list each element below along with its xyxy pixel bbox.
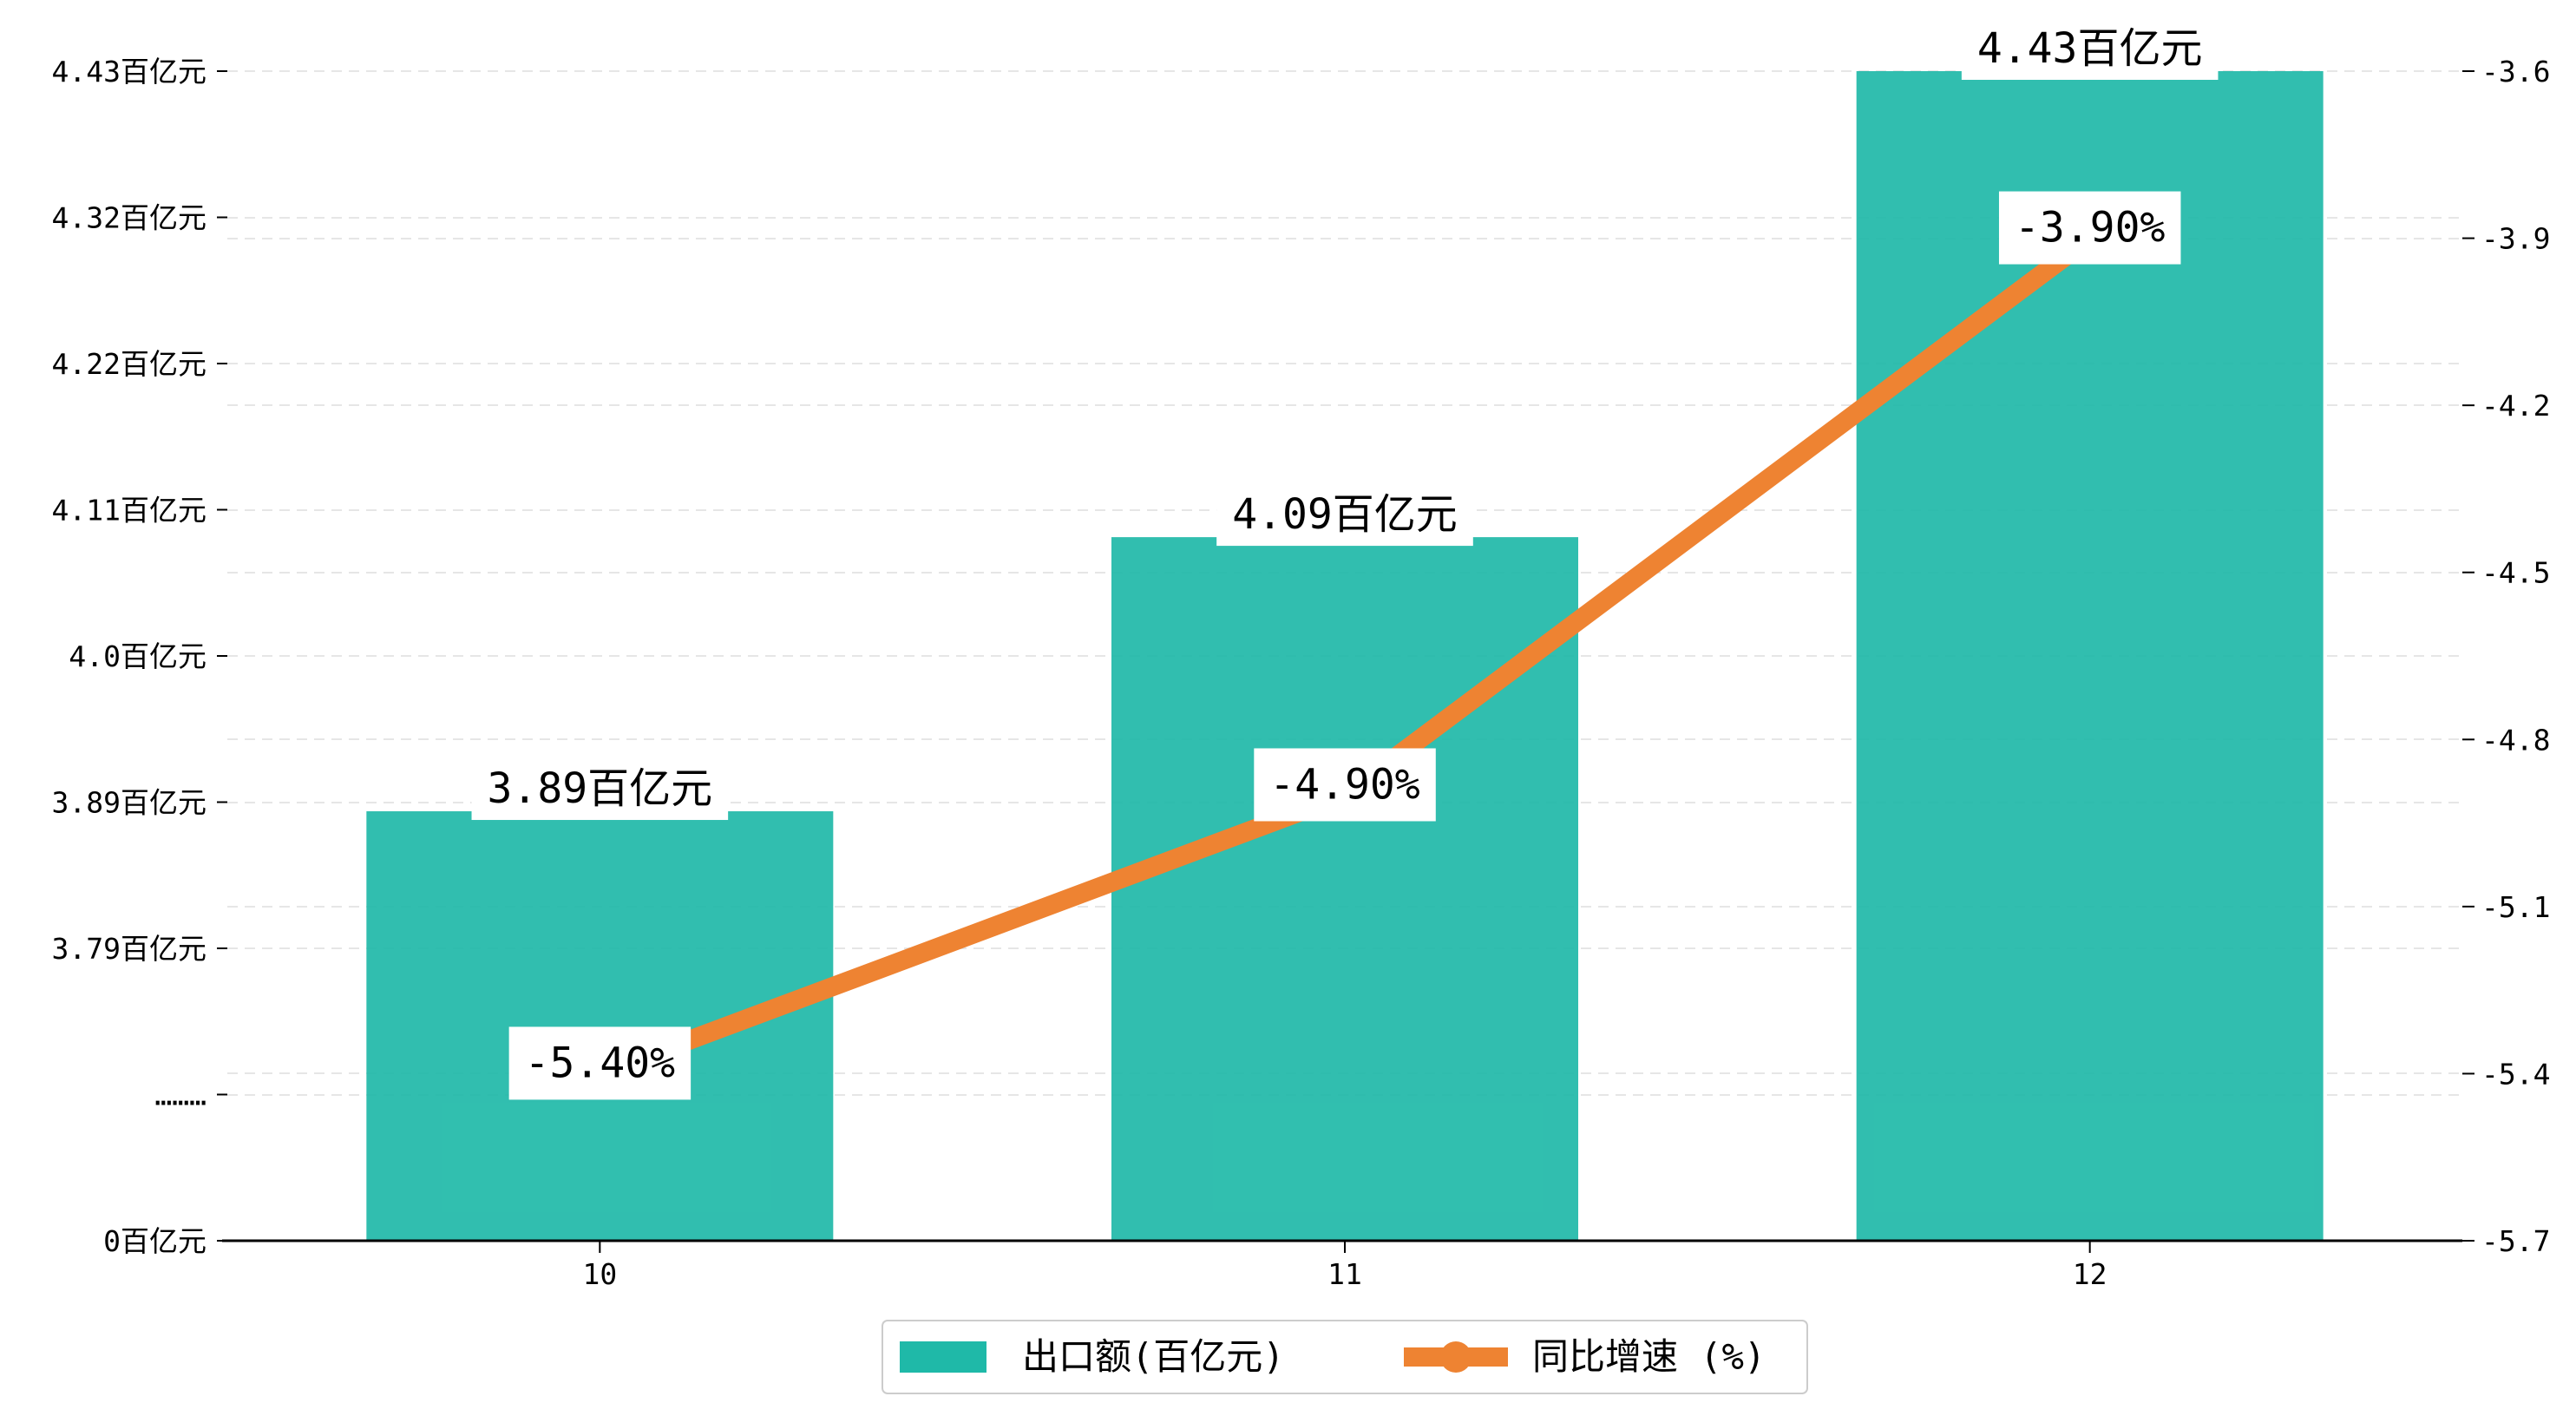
bar-value-label-group: 4.09百亿元 [1216,483,1473,546]
x-axis: 10 11 12 [222,1241,2462,1291]
line-value-label-group: -3.90% [1999,192,2180,265]
left-tick-label: 4.43百亿元 [52,55,206,88]
left-y-axis: 0百亿元 ……… 3.79百亿元 3.89百亿元 4.0百亿元 4.11百亿元 4.22百亿… [52,55,227,1258]
bar-value-label-group: 4.43百亿元 [1962,17,2219,80]
left-tick-label: 3.89百亿元 [52,786,206,820]
right-y-axis: -5.7 -5.4 -5.1 -4.8 -4.5 -4.2 -3.9 -3.6 [2462,55,2550,1258]
line-value-label: -4.90% [1269,760,1419,809]
right-tick-label: -5.1 [2481,890,2550,924]
left-tick-label: 4.32百亿元 [52,201,206,235]
bar-value-label-group: 3.89百亿元 [472,757,729,820]
left-tick-label: 4.0百亿元 [69,639,206,673]
left-tick-label: 3.79百亿元 [52,932,206,966]
left-tick-label: 4.11百亿元 [52,494,206,528]
right-tick-label: -5.4 [2481,1057,2550,1091]
line-value-label: -5.40% [525,1039,675,1087]
line-value-label-group: -5.40% [509,1026,691,1099]
right-tick-label: -3.6 [2481,55,2550,88]
bar [366,811,833,1241]
left-tick-label: ……… [154,1078,206,1112]
left-tick-label: 4.22百亿元 [52,347,206,381]
legend-line-label: 同比增速 (%) [1532,1335,1766,1378]
right-tick-label: -3.9 [2481,222,2550,256]
x-tick-label: 11 [1327,1257,1362,1291]
right-tick-label: -5.7 [2481,1224,2550,1258]
legend: 出口额(百亿元) 同比增速 (%) [882,1321,1807,1393]
legend-bar-label: 出口额(百亿元) [1022,1335,1285,1378]
line-value-label-group: -4.90% [1254,748,1435,821]
right-tick-label: -4.2 [2481,389,2550,423]
bar-value-label: 4.09百亿元 [1232,490,1458,539]
x-tick-label: 12 [2073,1257,2107,1291]
left-tick-label: 0百亿元 [103,1224,206,1258]
right-tick-label: -4.8 [2481,723,2550,757]
x-tick-label: 10 [582,1257,617,1291]
line-value-label: -3.90% [2015,204,2165,252]
right-tick-label: -4.5 [2481,556,2550,590]
legend-line-marker [1440,1341,1472,1373]
bar-value-label: 4.43百亿元 [1977,24,2203,73]
bar-value-label: 3.89百亿元 [488,764,713,813]
legend-bar-swatch [900,1341,986,1373]
bar [1111,537,1578,1241]
